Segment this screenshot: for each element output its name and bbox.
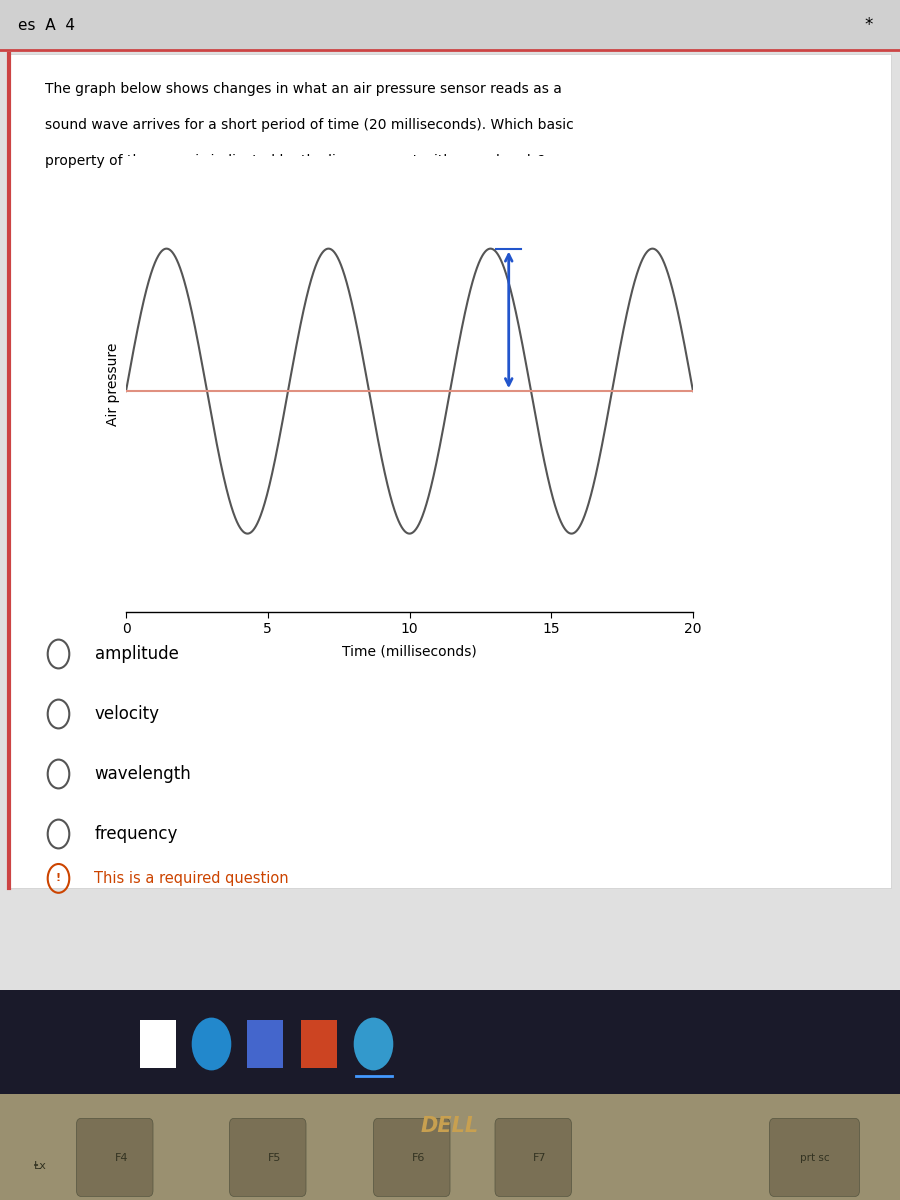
FancyBboxPatch shape xyxy=(230,1118,306,1196)
Text: F4: F4 xyxy=(115,1153,128,1163)
FancyBboxPatch shape xyxy=(76,1118,153,1196)
Bar xyxy=(9,54,891,888)
Bar xyxy=(0,990,900,1098)
Text: F5: F5 xyxy=(268,1153,281,1163)
FancyBboxPatch shape xyxy=(374,1118,450,1196)
Text: !: ! xyxy=(56,874,61,883)
Bar xyxy=(248,1020,284,1068)
Bar xyxy=(140,1020,176,1068)
Text: sound wave arrives for a short period of time (20 milliseconds). Which basic: sound wave arrives for a short period of… xyxy=(45,118,574,132)
Text: The graph below shows changes in what an air pressure sensor reads as a: The graph below shows changes in what an… xyxy=(45,82,562,96)
Text: This is a required question: This is a required question xyxy=(94,871,289,886)
Text: es  A  4: es A 4 xyxy=(18,18,75,32)
Bar xyxy=(0,0,900,50)
Circle shape xyxy=(354,1018,393,1070)
Text: velocity: velocity xyxy=(94,704,159,722)
Text: F7: F7 xyxy=(533,1153,547,1163)
Y-axis label: Air pressure: Air pressure xyxy=(106,342,121,426)
Circle shape xyxy=(192,1018,231,1070)
Text: *: * xyxy=(865,16,873,34)
Text: property of the wave is indicated by the line segment with arrowheads?: property of the wave is indicated by the… xyxy=(45,154,545,168)
Bar xyxy=(0,1094,900,1200)
Text: Ⱡx: Ⱡx xyxy=(34,1162,47,1171)
Text: wavelength: wavelength xyxy=(94,766,191,782)
X-axis label: Time (milliseconds): Time (milliseconds) xyxy=(342,644,477,659)
Text: amplitude: amplitude xyxy=(94,646,178,662)
FancyBboxPatch shape xyxy=(495,1118,572,1196)
FancyBboxPatch shape xyxy=(770,1118,860,1196)
Text: F6: F6 xyxy=(412,1153,425,1163)
Text: DELL: DELL xyxy=(421,1116,479,1135)
Text: frequency: frequency xyxy=(94,826,178,842)
Bar xyxy=(302,1020,338,1068)
Text: prt sc: prt sc xyxy=(800,1153,829,1163)
